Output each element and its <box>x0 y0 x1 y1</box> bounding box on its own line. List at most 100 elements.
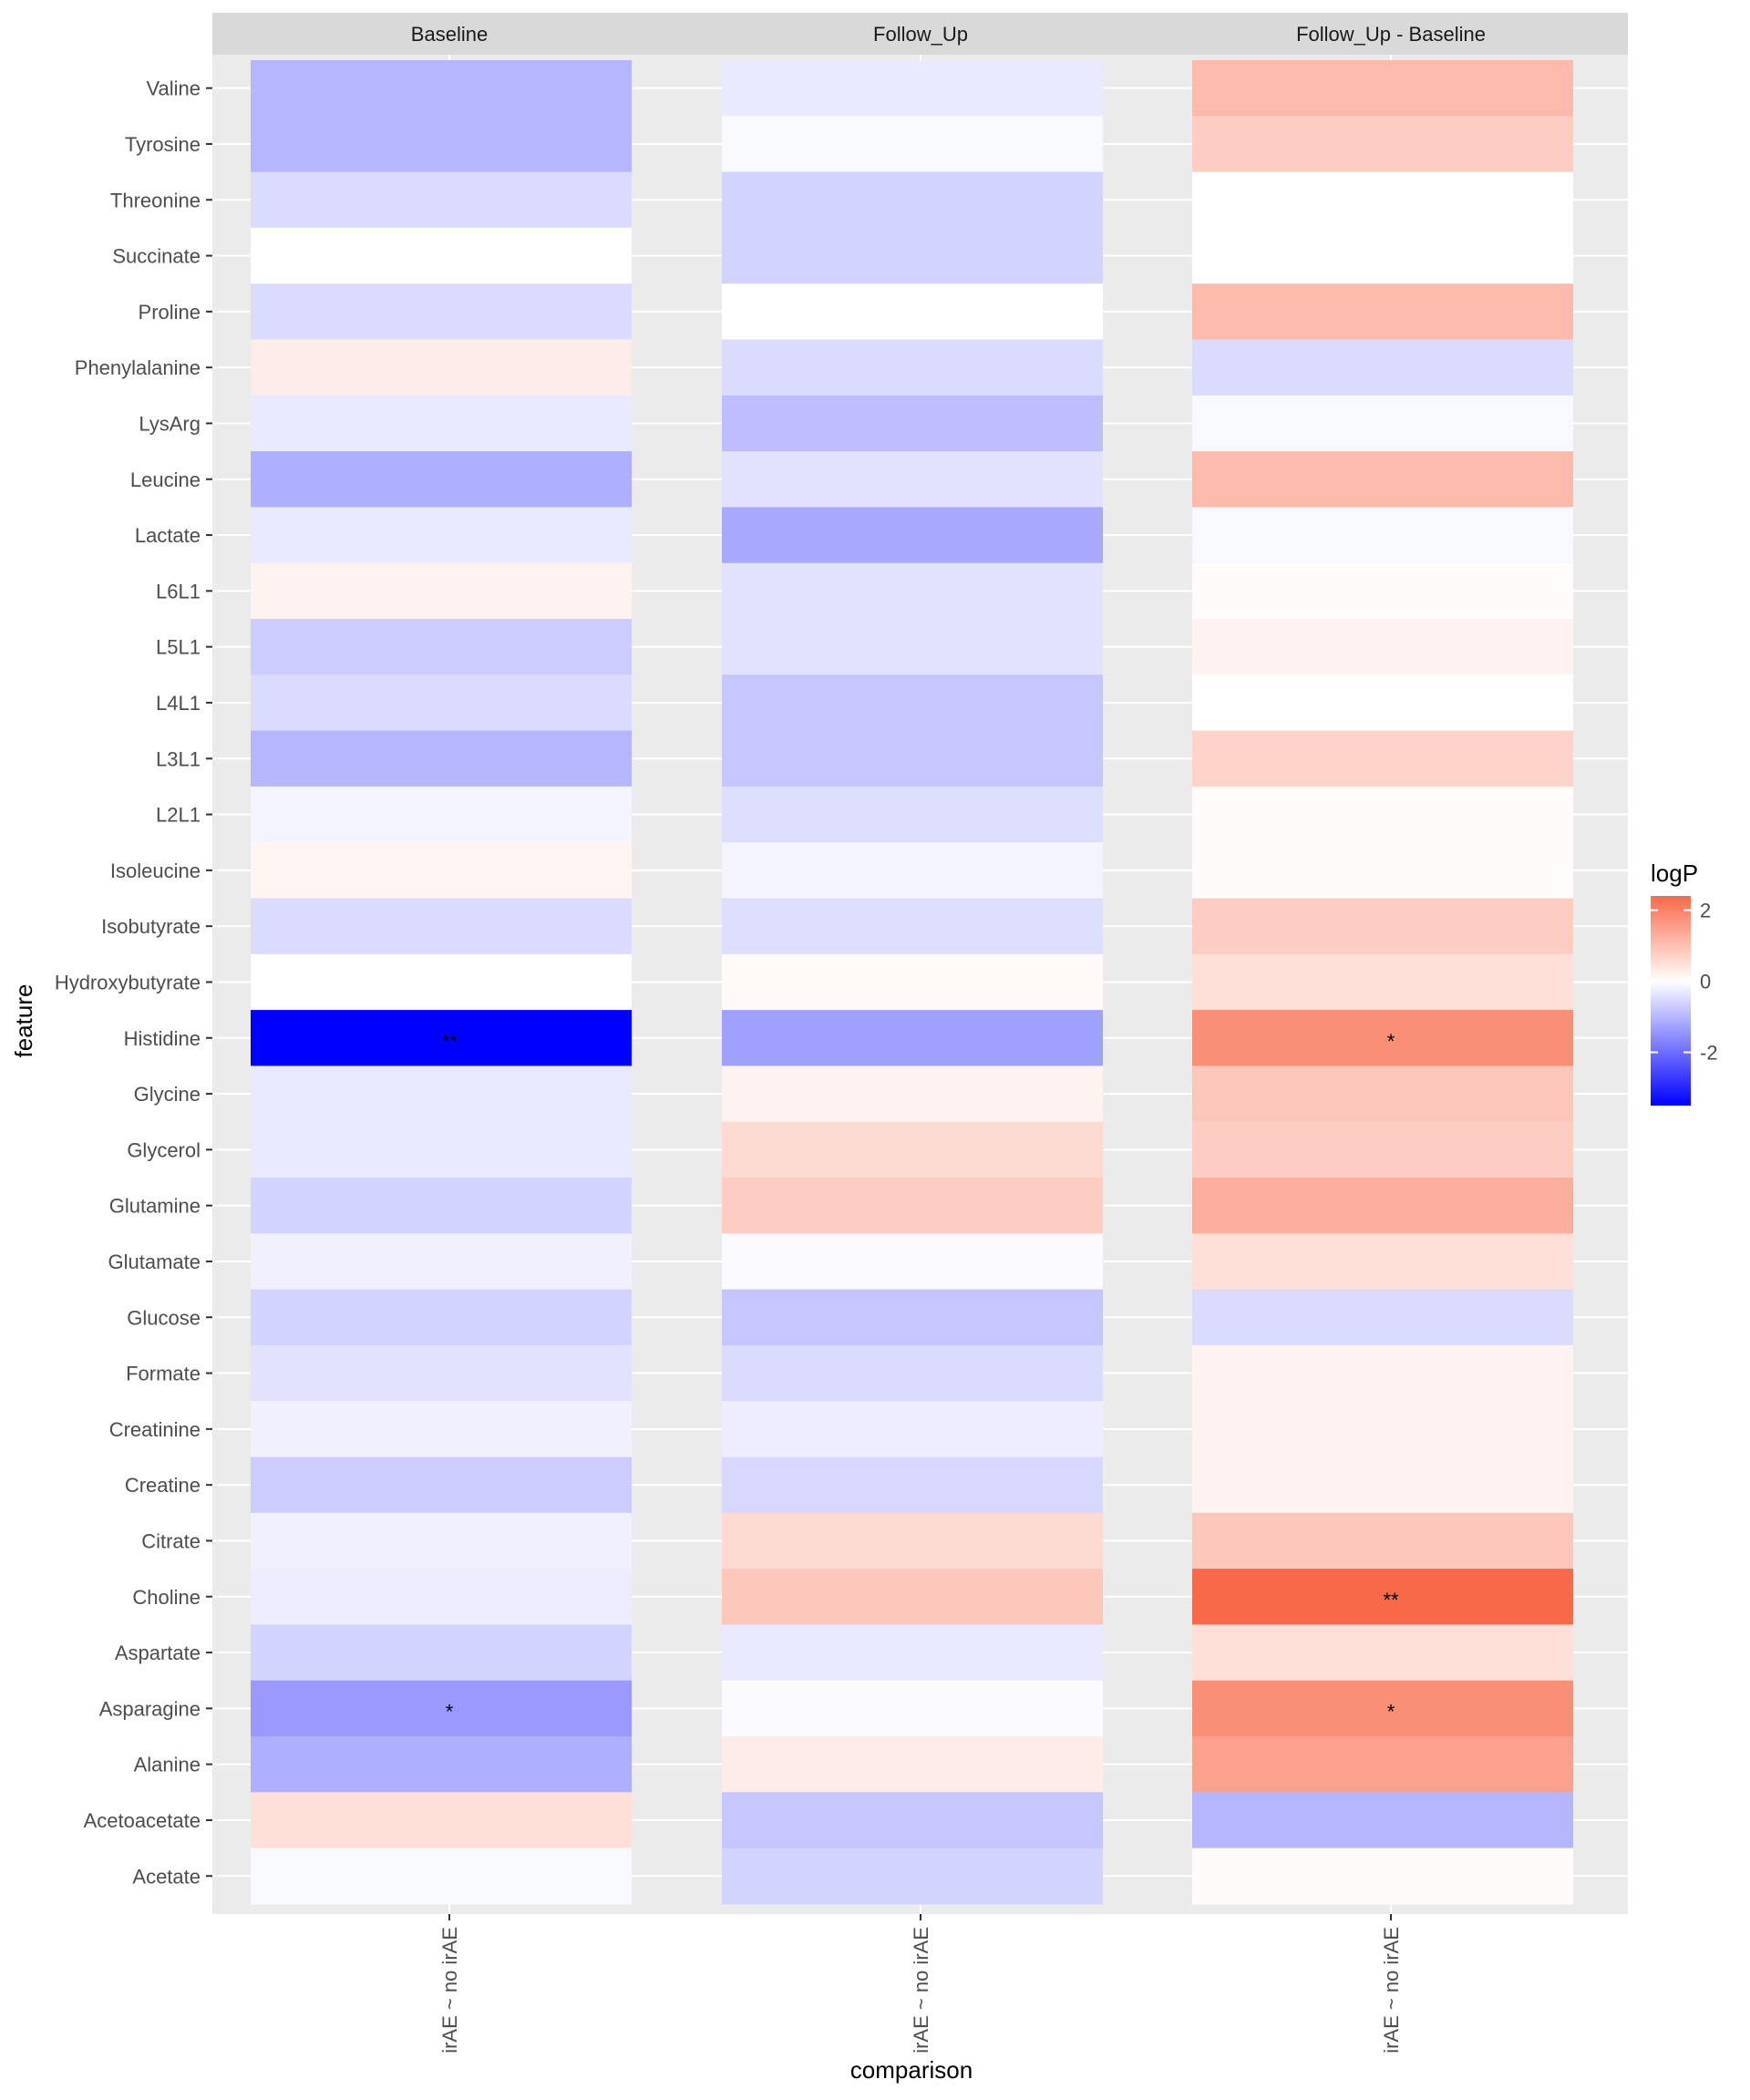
y-tick-label: LysArg <box>139 412 201 435</box>
heatmap-cell <box>722 619 1103 675</box>
heatmap-cell <box>251 1289 632 1346</box>
y-tick-label: Glucose <box>127 1306 201 1329</box>
significance-label: ** <box>441 1030 458 1053</box>
significance-label: * <box>446 1700 454 1723</box>
heatmap-cell <box>1192 1457 1573 1514</box>
heatmap-cell <box>1192 227 1573 284</box>
x-tick-label: irAE ~ no irAE <box>1380 1927 1403 2054</box>
x-tick-label: irAE ~ no irAE <box>438 1927 461 2054</box>
heatmap-cell <box>251 283 632 341</box>
heatmap-cell <box>251 674 632 732</box>
heatmap-cell <box>722 1848 1103 1905</box>
legend-tick-label: 0 <box>1700 971 1711 993</box>
y-tick-label: Leucine <box>130 468 201 491</box>
y-tick-label: L4L1 <box>156 692 201 715</box>
y-tick-label: Alanine <box>134 1754 201 1776</box>
heatmap-cell <box>1192 1401 1573 1458</box>
heatmap-cell <box>1192 1848 1573 1905</box>
significance-label: * <box>1387 1700 1395 1723</box>
heatmap-cell <box>1192 1344 1573 1402</box>
y-tick-label: Proline <box>139 301 201 324</box>
heatmap-cell <box>722 898 1103 955</box>
y-axis-title: feature <box>10 984 37 1058</box>
heatmap-cell <box>251 395 632 452</box>
heatmap-cell <box>251 730 632 788</box>
heatmap-cell <box>1192 1736 1573 1793</box>
heatmap-cell <box>1192 1121 1573 1179</box>
heatmap-cell <box>1192 619 1573 675</box>
y-tick-label: Acetoacetate <box>84 1809 201 1832</box>
heatmap-cell <box>722 953 1103 1011</box>
y-tick-label: Asparagine <box>99 1697 201 1720</box>
facet-strip <box>1154 13 1628 55</box>
y-tick-label: Glutamine <box>109 1195 201 1218</box>
facet-panel-1: Baseline*** <box>212 13 686 1914</box>
heatmap-cell <box>1192 171 1573 229</box>
heatmap-cell <box>722 116 1103 173</box>
facet-strip-label: Follow_Up - Baseline <box>1296 23 1486 46</box>
heatmap-cell <box>1192 1010 1573 1066</box>
heatmap-cell <box>722 1569 1103 1625</box>
y-tick-label: L5L1 <box>156 636 201 659</box>
heatmap-cell <box>1192 1065 1573 1123</box>
facet-strip <box>212 13 686 55</box>
x-tick-label: irAE ~ no irAE <box>910 1927 932 2054</box>
heatmap-cell <box>722 1010 1103 1066</box>
heatmap-cell <box>722 1121 1103 1179</box>
heatmap-cell <box>251 842 632 900</box>
heatmap-cell <box>1192 1624 1573 1682</box>
y-tick-label: Hydroxybutyrate <box>55 971 201 993</box>
heatmap-cell <box>251 1178 632 1234</box>
heatmap-cell <box>722 1289 1103 1346</box>
heatmap-cell <box>1192 1512 1573 1570</box>
x-axis-title: comparison <box>850 2056 973 2084</box>
heatmap-cell <box>722 1736 1103 1793</box>
y-tick-label: Glycerol <box>127 1138 201 1161</box>
y-tick-label: Lactate <box>135 524 201 547</box>
y-tick-label: Histidine <box>124 1027 201 1050</box>
heatmap-cell <box>1192 562 1573 620</box>
heatmap-cell <box>722 283 1103 341</box>
facet-strip-label: Follow_Up <box>873 23 968 46</box>
heatmap-cell <box>722 395 1103 452</box>
heatmap-cell <box>722 171 1103 229</box>
heatmap-cell <box>1192 1233 1573 1291</box>
facet-panel-2: Follow_Up <box>684 13 1158 1914</box>
heatmap-cell <box>722 1457 1103 1514</box>
heatmap-cell <box>722 339 1103 396</box>
heatmap-cell <box>722 60 1103 117</box>
heatmap-cell <box>1192 1792 1573 1849</box>
heatmap-cell <box>251 451 632 508</box>
facet-strip <box>684 13 1158 55</box>
y-tick-label: Glycine <box>134 1083 201 1106</box>
heatmap-cell <box>251 507 632 564</box>
legend-colorbar <box>1651 896 1691 1106</box>
heatmap-cell <box>251 1344 632 1402</box>
heatmap-cell <box>251 1512 632 1570</box>
heatmap-cell <box>1192 730 1573 788</box>
heatmap-cell <box>251 1233 632 1291</box>
heatmap-cell <box>722 1401 1103 1458</box>
heatmap-cell <box>722 1344 1103 1402</box>
heatmap-cell <box>722 730 1103 788</box>
heatmap-cell <box>722 674 1103 732</box>
x-axis: irAE ~ no irAE irAE ~ no irAE irAE ~ no ir… <box>438 1914 1403 2054</box>
heatmap-cell <box>1192 1178 1573 1234</box>
heatmap-cell <box>1192 116 1573 173</box>
significance-label: ** <box>1383 1589 1399 1611</box>
facet-panels: Baseline***Follow_Up Follow_Up - Baseline… <box>212 13 1628 1914</box>
facet-panel-3: Follow_Up - Baseline**** <box>1154 13 1628 1914</box>
heatmap-cell <box>722 451 1103 508</box>
heatmap-cell <box>251 1569 632 1625</box>
heatmap-cell <box>1192 451 1573 508</box>
y-tick-label: Valine <box>146 77 201 100</box>
heatmap-cell <box>251 786 632 843</box>
y-tick-label: Threonine <box>110 189 201 211</box>
heatmap-cell <box>251 1457 632 1514</box>
y-tick-label: Tyrosine <box>125 133 201 156</box>
heatmap-cell <box>1192 283 1573 341</box>
heatmap-cell <box>251 1680 632 1737</box>
y-axis: Valine Tyrosine Threonine Succinate Proline P… <box>55 77 212 1888</box>
